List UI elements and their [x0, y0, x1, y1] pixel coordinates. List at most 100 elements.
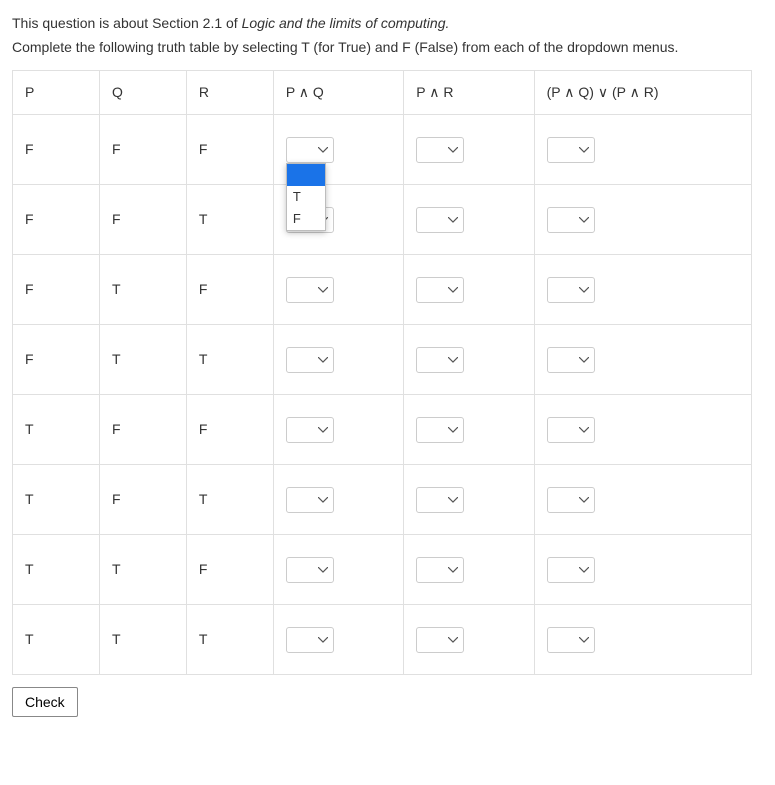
- table-row: FTF: [13, 255, 752, 325]
- cell-p: T: [13, 395, 100, 465]
- cell-q: T: [99, 535, 186, 605]
- cell-pr: [404, 185, 534, 255]
- chevron-down-icon: [318, 567, 328, 573]
- chevron-down-icon: [579, 637, 589, 643]
- table-row: FFT: [13, 185, 752, 255]
- answer-dropdown[interactable]: [286, 347, 334, 373]
- chevron-down-icon: [318, 637, 328, 643]
- cell-pr: [404, 115, 534, 185]
- cell-pr: [404, 465, 534, 535]
- chevron-down-icon: [448, 567, 458, 573]
- answer-dropdown[interactable]: TF: [286, 137, 334, 163]
- header-row: P Q R P ∧ Q P ∧ R (P ∧ Q) ∨ (P ∧ R): [13, 70, 752, 115]
- header-result: (P ∧ Q) ∨ (P ∧ R): [534, 70, 751, 115]
- answer-dropdown[interactable]: [416, 557, 464, 583]
- intro-line-2: Complete the following truth table by se…: [12, 36, 763, 60]
- header-pq: P ∧ Q: [273, 70, 403, 115]
- cell-pq: [273, 255, 403, 325]
- chevron-down-icon: [579, 567, 589, 573]
- chevron-down-icon: [579, 497, 589, 503]
- answer-dropdown[interactable]: [416, 487, 464, 513]
- cell-result: [534, 605, 751, 675]
- cell-pr: [404, 255, 534, 325]
- answer-dropdown[interactable]: [547, 137, 595, 163]
- cell-pq: [273, 535, 403, 605]
- chevron-down-icon: [318, 357, 328, 363]
- cell-pr: [404, 395, 534, 465]
- header-pr: P ∧ R: [404, 70, 534, 115]
- chevron-down-icon: [448, 427, 458, 433]
- table-row: FTT: [13, 325, 752, 395]
- dropdown-option-blank[interactable]: [287, 164, 325, 186]
- cell-pq: [273, 465, 403, 535]
- cell-pq: [273, 325, 403, 395]
- truth-table: P Q R P ∧ Q P ∧ R (P ∧ Q) ∨ (P ∧ R) FFF …: [12, 70, 752, 676]
- header-r: R: [186, 70, 273, 115]
- answer-dropdown[interactable]: [416, 137, 464, 163]
- cell-pr: [404, 535, 534, 605]
- table-row: TFF: [13, 395, 752, 465]
- answer-dropdown[interactable]: [286, 627, 334, 653]
- answer-dropdown[interactable]: [547, 207, 595, 233]
- cell-pq: [273, 395, 403, 465]
- table-row: TTT: [13, 605, 752, 675]
- intro-prefix: This question is about Section 2.1 of: [12, 15, 242, 31]
- cell-result: [534, 325, 751, 395]
- chevron-down-icon: [318, 287, 328, 293]
- answer-dropdown[interactable]: [286, 417, 334, 443]
- chevron-down-icon: [579, 357, 589, 363]
- answer-dropdown[interactable]: [547, 417, 595, 443]
- table-row: FFF TF: [13, 115, 752, 185]
- chevron-down-icon: [318, 427, 328, 433]
- cell-pq: TF: [273, 115, 403, 185]
- dropdown-option[interactable]: F: [287, 208, 325, 230]
- answer-dropdown[interactable]: [547, 487, 595, 513]
- cell-q: F: [99, 185, 186, 255]
- answer-dropdown[interactable]: [547, 557, 595, 583]
- chevron-down-icon: [579, 147, 589, 153]
- answer-dropdown[interactable]: [416, 347, 464, 373]
- dropdown-option[interactable]: T: [287, 186, 325, 208]
- answer-dropdown[interactable]: [416, 207, 464, 233]
- chevron-down-icon: [448, 497, 458, 503]
- cell-q: F: [99, 395, 186, 465]
- answer-dropdown[interactable]: [416, 417, 464, 443]
- cell-result: [534, 465, 751, 535]
- cell-p: F: [13, 325, 100, 395]
- answer-dropdown[interactable]: [286, 277, 334, 303]
- chevron-down-icon: [318, 497, 328, 503]
- chevron-down-icon: [448, 217, 458, 223]
- answer-dropdown[interactable]: [286, 487, 334, 513]
- cell-q: F: [99, 465, 186, 535]
- cell-pr: [404, 325, 534, 395]
- cell-result: [534, 185, 751, 255]
- cell-result: [534, 395, 751, 465]
- chevron-down-icon: [318, 147, 328, 153]
- header-p: P: [13, 70, 100, 115]
- chevron-down-icon: [579, 287, 589, 293]
- cell-r: T: [186, 605, 273, 675]
- cell-p: T: [13, 465, 100, 535]
- answer-dropdown[interactable]: [416, 627, 464, 653]
- intro-italic: Logic and the limits of computing.: [242, 15, 450, 31]
- table-row: TTF: [13, 535, 752, 605]
- answer-dropdown[interactable]: [286, 557, 334, 583]
- cell-r: F: [186, 395, 273, 465]
- answer-dropdown[interactable]: [547, 347, 595, 373]
- chevron-down-icon: [448, 357, 458, 363]
- table-row: TFT: [13, 465, 752, 535]
- cell-r: T: [186, 465, 273, 535]
- cell-r: F: [186, 535, 273, 605]
- answer-dropdown[interactable]: [547, 277, 595, 303]
- cell-result: [534, 115, 751, 185]
- answer-dropdown[interactable]: [416, 277, 464, 303]
- chevron-down-icon: [448, 147, 458, 153]
- cell-pr: [404, 605, 534, 675]
- cell-q: T: [99, 325, 186, 395]
- cell-r: T: [186, 325, 273, 395]
- answer-dropdown[interactable]: [547, 627, 595, 653]
- cell-result: [534, 255, 751, 325]
- intro-line-1: This question is about Section 2.1 of Lo…: [12, 12, 763, 36]
- check-button[interactable]: Check: [12, 687, 78, 717]
- chevron-down-icon: [448, 637, 458, 643]
